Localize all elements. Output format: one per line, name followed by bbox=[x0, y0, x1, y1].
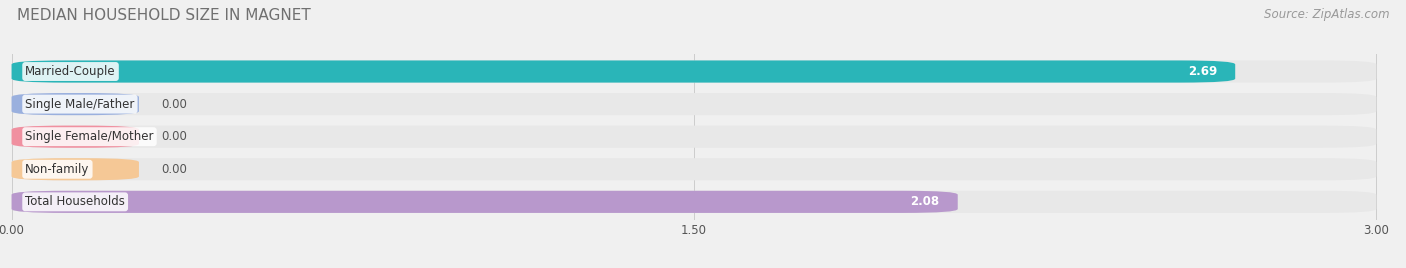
FancyBboxPatch shape bbox=[11, 93, 139, 115]
Text: MEDIAN HOUSEHOLD SIZE IN MAGNET: MEDIAN HOUSEHOLD SIZE IN MAGNET bbox=[17, 8, 311, 23]
FancyBboxPatch shape bbox=[11, 158, 1376, 180]
Text: Married-Couple: Married-Couple bbox=[25, 65, 115, 78]
FancyBboxPatch shape bbox=[11, 191, 957, 213]
Text: Source: ZipAtlas.com: Source: ZipAtlas.com bbox=[1264, 8, 1389, 21]
Text: Total Households: Total Households bbox=[25, 195, 125, 208]
Text: Single Female/Mother: Single Female/Mother bbox=[25, 130, 153, 143]
Text: 0.00: 0.00 bbox=[162, 130, 187, 143]
FancyBboxPatch shape bbox=[11, 61, 1376, 83]
FancyBboxPatch shape bbox=[11, 126, 1376, 148]
FancyBboxPatch shape bbox=[11, 126, 139, 148]
Text: Single Male/Father: Single Male/Father bbox=[25, 98, 135, 111]
Text: 2.08: 2.08 bbox=[911, 195, 939, 208]
FancyBboxPatch shape bbox=[11, 158, 139, 180]
Text: Non-family: Non-family bbox=[25, 163, 90, 176]
Text: 2.69: 2.69 bbox=[1188, 65, 1218, 78]
FancyBboxPatch shape bbox=[11, 61, 1236, 83]
Text: 0.00: 0.00 bbox=[162, 98, 187, 111]
FancyBboxPatch shape bbox=[11, 93, 1376, 115]
FancyBboxPatch shape bbox=[11, 191, 1376, 213]
Text: 0.00: 0.00 bbox=[162, 163, 187, 176]
